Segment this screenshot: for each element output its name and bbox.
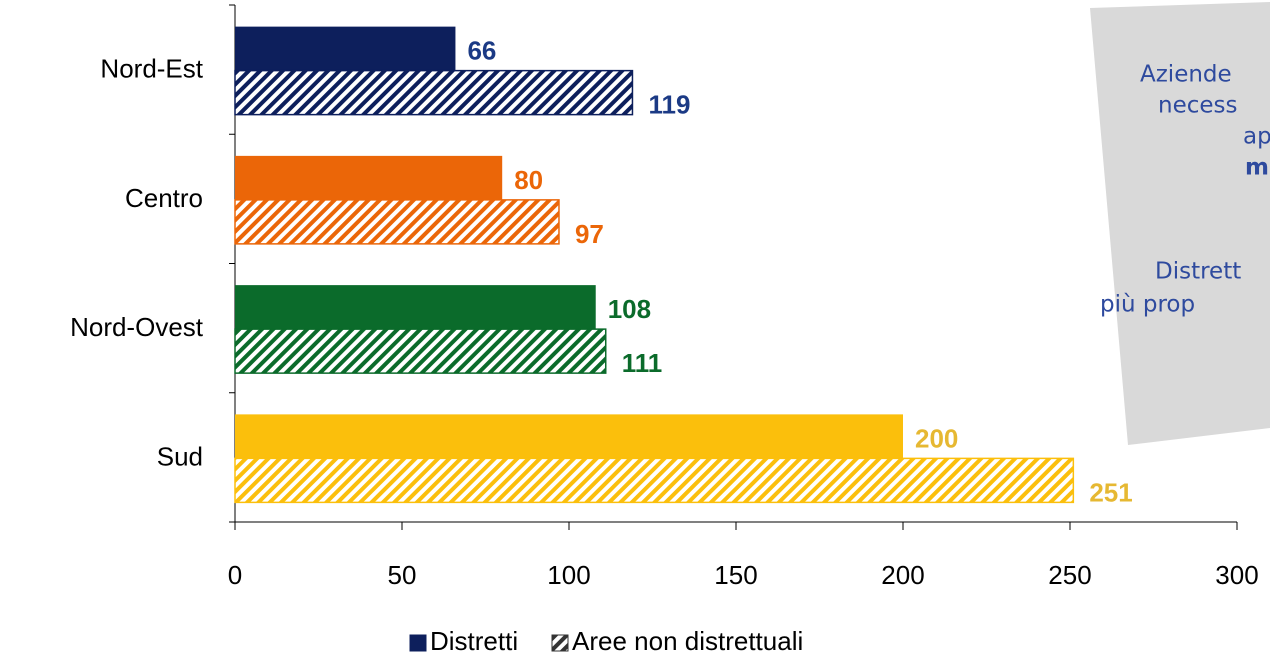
value-label: 66 [467, 36, 496, 66]
legend-label: Distretti [430, 626, 518, 656]
value-label: 119 [648, 90, 690, 120]
value-label: 97 [575, 219, 604, 249]
bar [234, 199, 560, 245]
bar [235, 414, 903, 459]
bar [235, 285, 596, 330]
x-tick-label: 50 [388, 560, 417, 590]
y-tick-label: Nord-Est [100, 54, 203, 84]
y-tick-label: Sud [157, 441, 203, 471]
value-label: 251 [1089, 477, 1132, 507]
callout-text: più prop [1100, 292, 1195, 318]
x-tick-label: 200 [881, 560, 924, 590]
y-tick-label: Centro [125, 183, 203, 213]
bar [234, 69, 634, 116]
bar [234, 457, 1075, 504]
x-tick-label: 150 [714, 560, 757, 590]
bar [235, 155, 503, 200]
x-tick-label: 0 [228, 560, 242, 590]
legend-label: Aree non distrettuali [572, 626, 803, 656]
callout-text: Distrett [1155, 259, 1241, 285]
callout-text: ap [1243, 124, 1270, 150]
y-tick-label: Nord-Ovest [70, 312, 204, 342]
value-label: 108 [608, 294, 651, 324]
bar [234, 328, 607, 374]
callout-box [1090, 2, 1270, 445]
value-label: 200 [915, 423, 958, 453]
callout-text: necess [1158, 93, 1238, 119]
value-label: 111 [622, 348, 663, 378]
x-tick-label: 250 [1048, 560, 1091, 590]
callout-text: Aziende [1140, 62, 1232, 88]
x-tick-label: 100 [547, 560, 590, 590]
bar [235, 26, 456, 71]
x-tick-label: 300 [1215, 560, 1258, 590]
legend-swatch [409, 634, 427, 652]
legend-swatch [551, 634, 569, 652]
callout-text: mac [1245, 155, 1270, 181]
value-label: 80 [514, 165, 543, 195]
